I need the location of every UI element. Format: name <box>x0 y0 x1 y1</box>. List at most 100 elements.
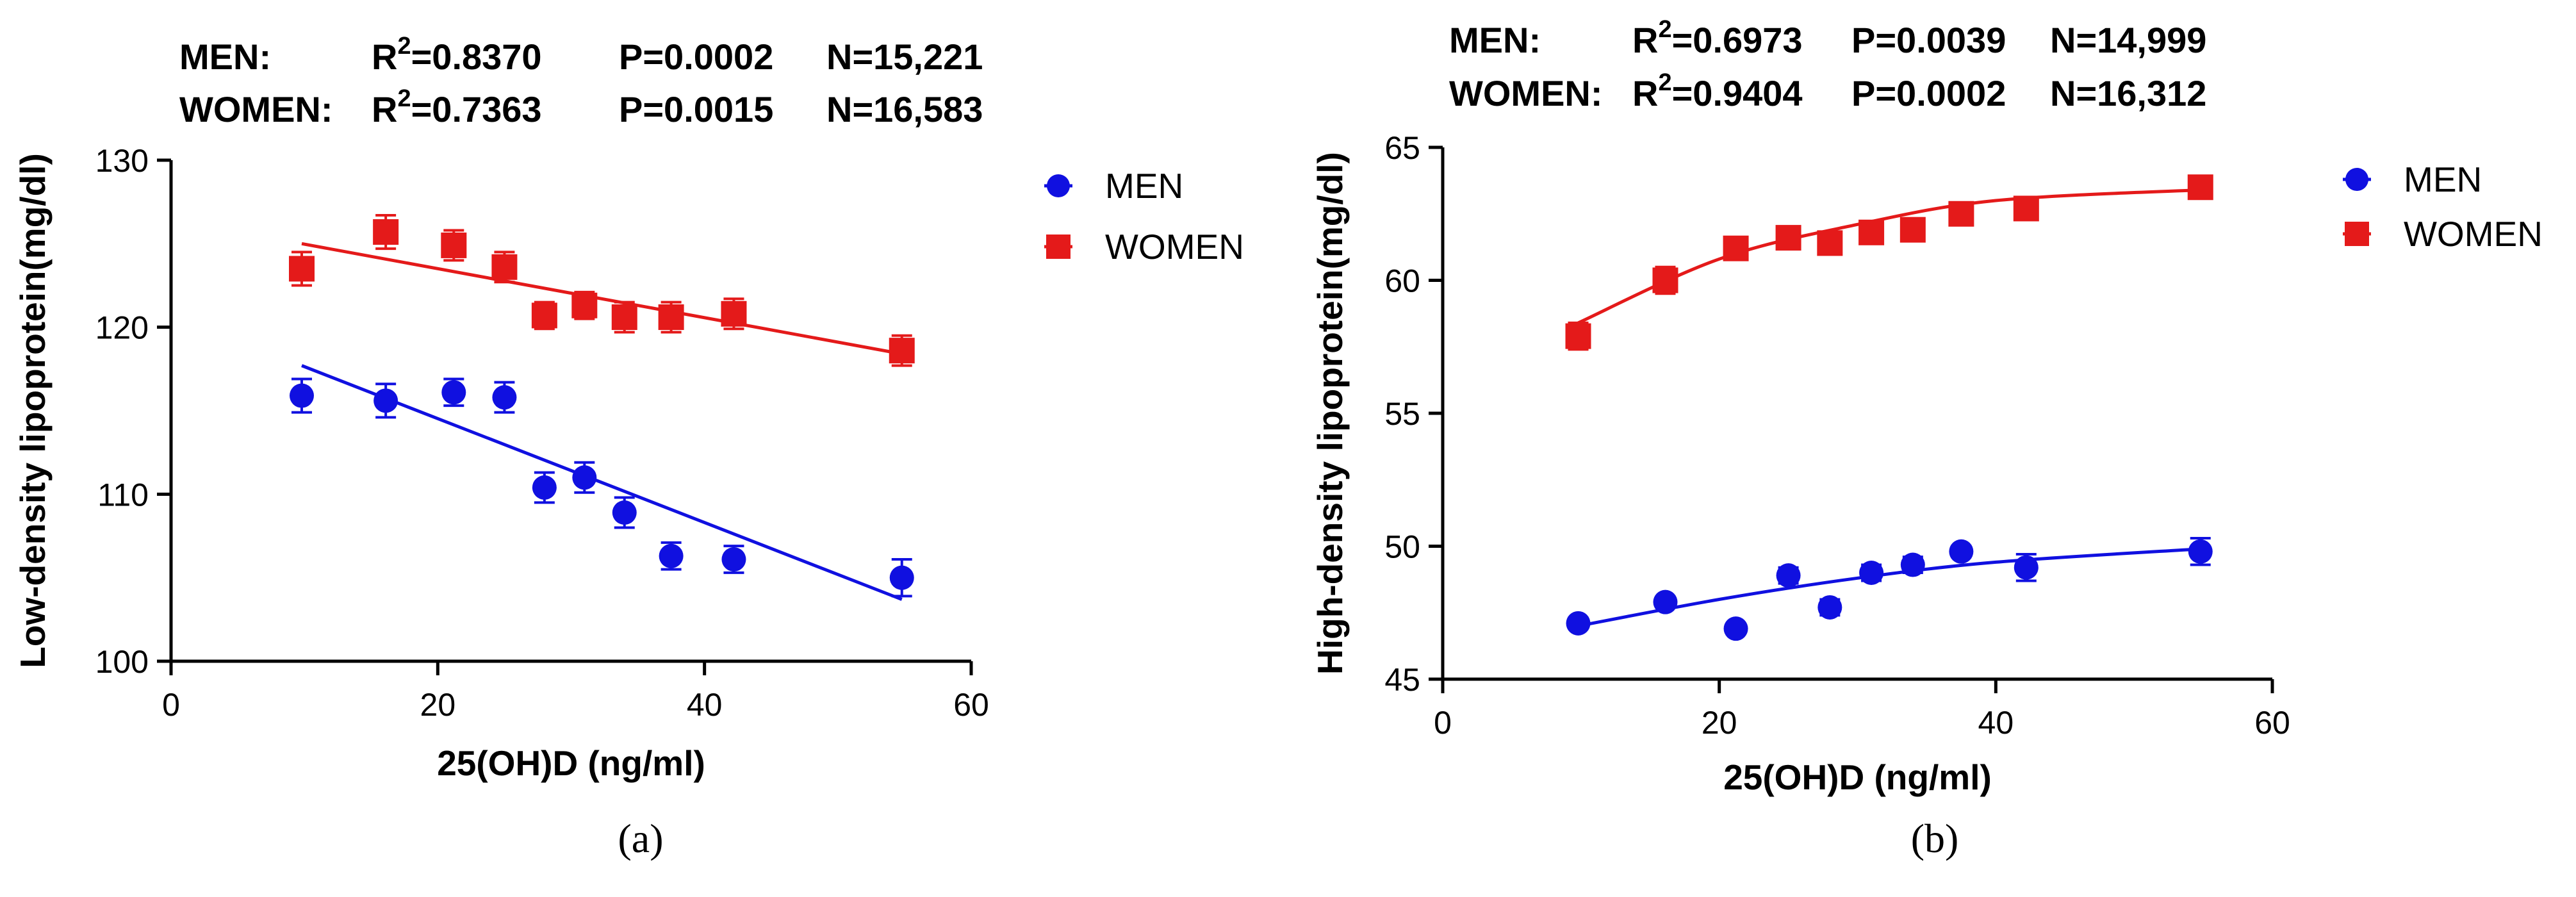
y-tick-label: 60 <box>1384 263 1420 299</box>
r2-superscript: 2 <box>397 85 411 112</box>
fit-line-men <box>301 364 903 601</box>
data-point-women <box>889 338 915 364</box>
panel-label: (b) <box>1911 816 1959 861</box>
r2-superscript: 2 <box>397 33 411 60</box>
legend-label-men: MEN <box>1105 166 1183 206</box>
data-point-women <box>1723 235 1749 261</box>
data-point-men <box>1653 589 1678 614</box>
x-axis-title: 25(OH)D (ng/ml) <box>437 743 705 783</box>
stat-men-r2: R2=0.6973 <box>1632 16 1803 60</box>
data-point-men <box>659 543 684 568</box>
data-point-women <box>2013 195 2039 222</box>
stat-women-r2: R2=0.7363 <box>372 85 542 129</box>
data-point-women <box>2187 174 2213 201</box>
r2-value: =0.9404 <box>1672 73 1803 113</box>
y-tick-label: 120 <box>95 310 149 346</box>
data-point-women <box>658 304 684 331</box>
data-point-men <box>721 547 746 572</box>
y-axis-title: High-density lipoprotein(mg/dl) <box>1310 152 1350 675</box>
data-point-men <box>1723 616 1748 641</box>
fit-curve-men <box>1578 547 2201 628</box>
x-axis-title: 25(OH)D (ng/ml) <box>1723 757 1992 797</box>
x-tick-label: 20 <box>420 687 456 723</box>
fit-curve-women <box>1577 188 2201 325</box>
data-point-women <box>611 304 637 331</box>
y-tick-label: 130 <box>95 143 149 179</box>
stat-women-n: N=16,312 <box>2050 73 2206 113</box>
r2-symbol: R <box>1632 20 1658 60</box>
stat-women-p: P=0.0015 <box>619 89 773 129</box>
y-tick-label: 65 <box>1384 130 1420 166</box>
data-point-men <box>612 500 637 525</box>
data-point-men <box>532 475 557 500</box>
data-point-women <box>531 302 557 329</box>
stat-women-r2: R2=0.9404 <box>1632 69 1803 113</box>
r2-symbol: R <box>1632 73 1658 113</box>
legend-marker-women <box>1046 235 1071 259</box>
stat-men-p: P=0.0039 <box>1851 20 2006 60</box>
r2-symbol: R <box>372 89 397 129</box>
data-point-men <box>2014 555 2039 580</box>
x-tick-label: 40 <box>1978 705 2014 741</box>
legend-marker-men <box>2345 168 2368 191</box>
x-tick-label: 60 <box>2254 705 2290 741</box>
r2-superscript: 2 <box>1658 16 1671 43</box>
data-point-women <box>571 292 598 318</box>
data-point-women <box>1899 217 1926 243</box>
data-point-men <box>1900 552 1925 577</box>
stat-women-n: N=16,583 <box>826 89 983 129</box>
r2-value: =0.6973 <box>1672 20 1803 60</box>
data-point-men <box>1566 611 1591 636</box>
r2-value: =0.7363 <box>411 89 542 129</box>
panel-label: (a) <box>618 816 663 861</box>
legend-label-men: MEN <box>2404 160 2482 199</box>
x-tick-label: 20 <box>1702 705 1737 741</box>
data-point-women <box>1775 225 1801 251</box>
legend-label-women: WOMEN <box>2404 214 2543 254</box>
data-point-women <box>1948 201 1974 227</box>
data-point-men <box>373 388 398 413</box>
data-point-men <box>572 465 597 490</box>
y-tick-label: 50 <box>1384 529 1420 565</box>
stat-men-label: MEN: <box>179 37 271 77</box>
r2-superscript: 2 <box>1658 69 1671 96</box>
data-point-men <box>290 383 315 408</box>
data-point-women <box>1817 230 1843 256</box>
data-point-women <box>1565 323 1591 349</box>
fit-line-women <box>301 242 903 356</box>
legend-label-women: WOMEN <box>1105 227 1244 267</box>
r2-value: =0.8370 <box>411 37 542 77</box>
data-point-men <box>441 380 466 405</box>
legend-marker-women <box>2345 222 2369 246</box>
stat-men-n: N=14,999 <box>2050 20 2206 60</box>
data-point-women <box>721 300 747 327</box>
data-point-women <box>1858 219 1885 245</box>
stat-women-label: WOMEN: <box>179 89 333 129</box>
series-women: WOMEN <box>1565 174 2543 351</box>
data-point-men <box>492 385 517 410</box>
data-point-men <box>1817 595 1842 620</box>
data-point-men <box>1776 563 1801 588</box>
data-point-women <box>441 232 467 258</box>
stat-men-r2: R2=0.8370 <box>372 33 542 77</box>
stat-men-p: P=0.0002 <box>619 37 773 77</box>
r2-symbol: R <box>372 37 397 77</box>
stat-men-n: N=15,221 <box>826 37 983 77</box>
y-axis-title: Low-density lipoprotein(mg/dl) <box>13 153 53 668</box>
y-tick-label: 45 <box>1384 662 1420 698</box>
data-point-men <box>1859 561 1884 585</box>
data-point-women <box>373 219 399 245</box>
data-point-men <box>1949 539 1974 564</box>
data-point-women <box>289 256 315 282</box>
x-tick-label: 40 <box>687 687 723 723</box>
y-tick-label: 110 <box>97 477 149 513</box>
series-men: MEN <box>1566 160 2482 641</box>
series-men: MEN <box>290 166 1183 601</box>
stat-men-label: MEN: <box>1449 20 1541 60</box>
y-tick-label: 55 <box>1384 396 1420 432</box>
stat-women-label: WOMEN: <box>1449 73 1603 113</box>
data-point-men <box>889 565 914 590</box>
data-point-men <box>2188 539 2213 564</box>
